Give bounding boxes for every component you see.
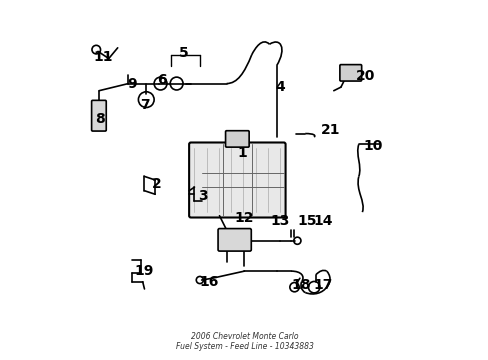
Text: 13: 13 xyxy=(270,214,289,228)
Text: 16: 16 xyxy=(199,275,218,289)
Text: 21: 21 xyxy=(320,123,339,137)
FancyBboxPatch shape xyxy=(339,64,361,81)
Text: 14: 14 xyxy=(313,214,332,228)
Text: 19: 19 xyxy=(135,264,154,278)
FancyBboxPatch shape xyxy=(91,100,106,131)
Text: 5: 5 xyxy=(179,46,188,60)
Text: 2: 2 xyxy=(152,176,162,190)
Text: 7: 7 xyxy=(140,98,149,112)
Text: 11: 11 xyxy=(94,50,113,64)
Text: 20: 20 xyxy=(356,69,375,84)
Text: 6: 6 xyxy=(157,73,167,87)
Text: 12: 12 xyxy=(234,211,254,225)
Text: 3: 3 xyxy=(198,189,208,203)
Text: 2006 Chevrolet Monte Carlo
Fuel System - Feed Line - 10343883: 2006 Chevrolet Monte Carlo Fuel System -… xyxy=(175,332,313,351)
Text: 18: 18 xyxy=(291,278,311,292)
Text: 10: 10 xyxy=(363,139,382,153)
FancyBboxPatch shape xyxy=(189,143,285,217)
Text: 17: 17 xyxy=(313,278,332,292)
FancyBboxPatch shape xyxy=(218,229,251,251)
Text: 8: 8 xyxy=(95,112,104,126)
Text: 9: 9 xyxy=(127,77,137,91)
Text: 1: 1 xyxy=(237,146,247,160)
FancyBboxPatch shape xyxy=(225,131,248,147)
Text: 15: 15 xyxy=(297,214,316,228)
Text: 4: 4 xyxy=(275,80,285,94)
